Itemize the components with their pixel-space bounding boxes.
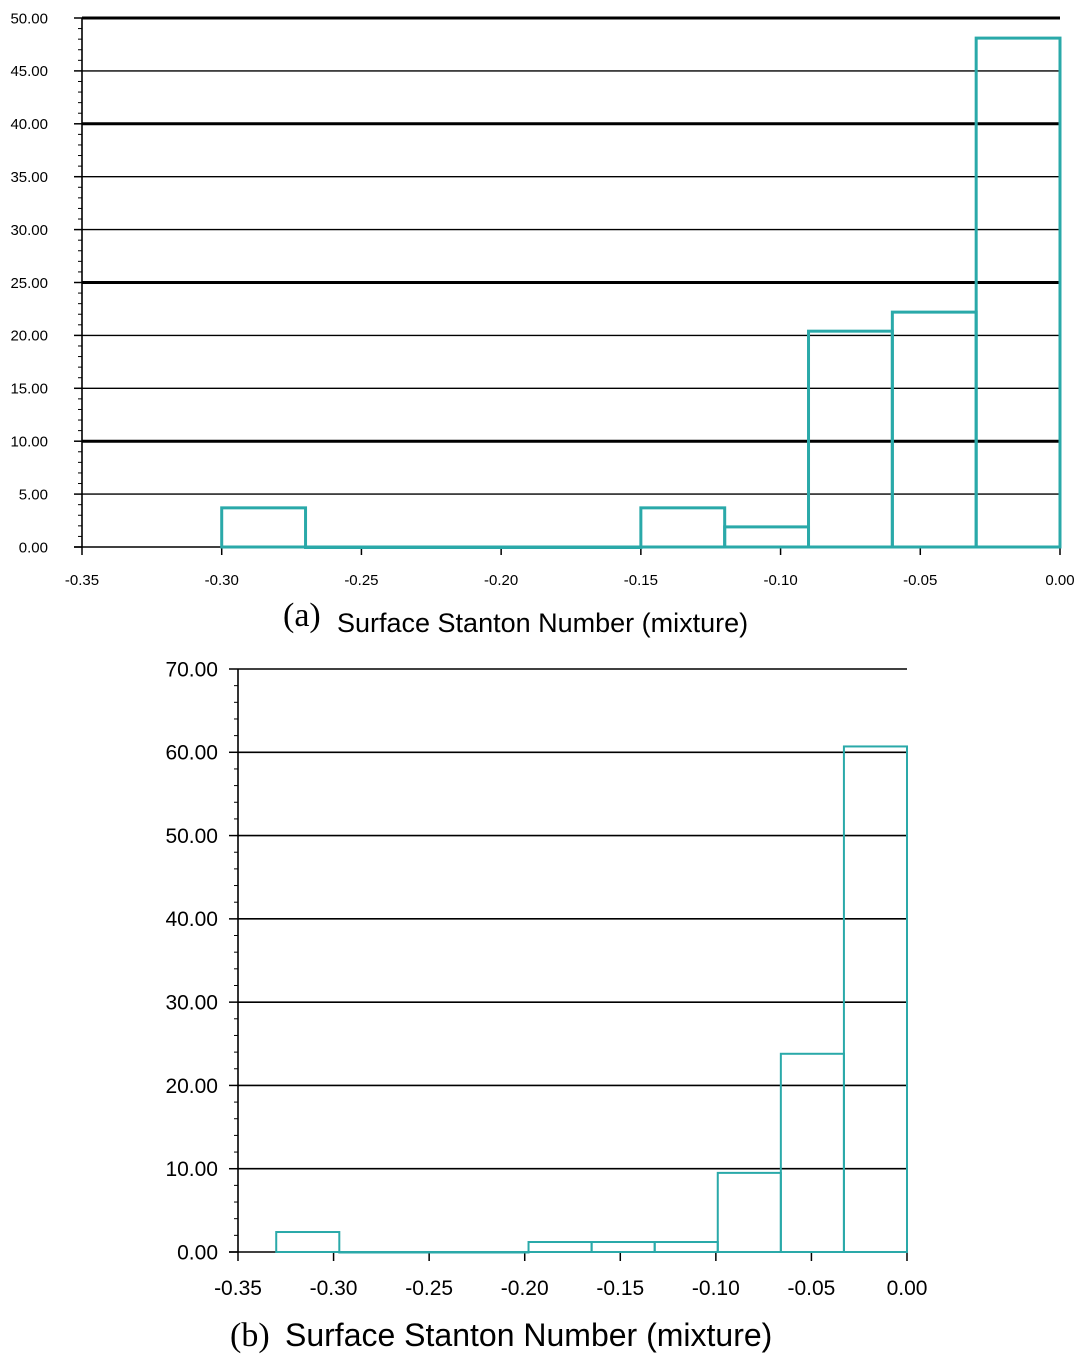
y-tick-label: 60.00 xyxy=(165,742,218,765)
histogram-bar xyxy=(555,545,643,549)
x-tick-label: -0.35 xyxy=(214,1277,262,1300)
histogram-bar xyxy=(807,329,894,549)
histogram-bar xyxy=(716,1171,782,1253)
y-tick-label: 50.00 xyxy=(10,10,48,27)
histogram-bar xyxy=(527,1241,593,1254)
x-tick-label: -0.05 xyxy=(903,572,937,589)
panel-a-y-tick-labels: 0.00 5.00 10.00 15.00 20.00 25.00 30.00 35.00 40… xyxy=(10,10,48,556)
x-tick-label: -0.20 xyxy=(484,572,518,589)
histogram-bar xyxy=(304,545,391,549)
y-tick-label: 20.00 xyxy=(165,1075,218,1098)
panel-b-x-tick-labels: -0.35 -0.30 -0.25 -0.20 -0.15 -0.10 -0.05 0.00 xyxy=(214,1277,927,1300)
histogram-bar xyxy=(974,36,1062,549)
panel-a-bars xyxy=(220,36,1062,549)
histogram-bar xyxy=(471,545,559,549)
histogram-bar xyxy=(401,1251,467,1254)
panel-a-label: (a) xyxy=(283,597,321,634)
x-tick-label: -0.10 xyxy=(692,1277,740,1300)
x-tick-label: -0.25 xyxy=(405,1277,453,1300)
panel-b-x-axis-title: Surface Stanton Number (mixture) xyxy=(285,1317,772,1353)
histogram-bar xyxy=(387,545,475,549)
y-tick-label: 45.00 xyxy=(10,63,48,80)
x-tick-label: -0.30 xyxy=(310,1277,358,1300)
y-tick-label: 50.00 xyxy=(165,825,218,848)
x-tick-label: -0.15 xyxy=(624,572,658,589)
panel-a-x-axis-title: Surface Stanton Number (mixture) xyxy=(337,608,748,638)
panel-a-x-tick-labels: -0.35 -0.30 -0.25 -0.20 -0.15 -0.10 -0.05 0.00 xyxy=(65,572,1075,589)
histogram-bar xyxy=(890,310,978,549)
y-tick-label: 70.00 xyxy=(165,658,218,681)
panel-b-bars xyxy=(275,745,908,1254)
panel-b-y-tick-labels: 0.00 10.00 20.00 30.00 40.00 50.00 60.00 70.00 xyxy=(165,658,218,1264)
histogram-bar xyxy=(779,1052,845,1254)
y-tick-label: 0.00 xyxy=(19,539,48,556)
x-tick-label: -0.10 xyxy=(763,572,797,589)
panel-b-label: (b) xyxy=(230,1317,270,1354)
panel-a-gridlines xyxy=(82,16,1060,495)
x-tick-label: -0.25 xyxy=(344,572,378,589)
panel-b-axes xyxy=(229,668,908,1261)
y-tick-label: 10.00 xyxy=(165,1158,218,1181)
y-tick-label: 40.00 xyxy=(10,116,48,133)
histogram-bar xyxy=(639,506,727,549)
y-tick-label: 30.00 xyxy=(10,222,48,239)
panel-a-axes xyxy=(74,17,1061,555)
y-tick-label: 5.00 xyxy=(19,486,48,503)
y-tick-label: 10.00 xyxy=(10,433,48,450)
chart-panel-a: 0.00 5.00 10.00 15.00 20.00 25.00 30.00 35.00 40… xyxy=(10,10,1074,638)
x-tick-label: -0.35 xyxy=(65,572,99,589)
y-tick-label: 40.00 xyxy=(165,908,218,931)
y-tick-label: 30.00 xyxy=(165,991,218,1014)
y-tick-label: 35.00 xyxy=(10,169,48,186)
x-tick-label: -0.30 xyxy=(205,572,239,589)
chart-panel-b: 0.0010.0020.0030.0040.0050.0060.0070.00 … xyxy=(165,658,927,1354)
x-tick-label: -0.05 xyxy=(787,1277,835,1300)
x-tick-label: 0.00 xyxy=(887,1277,928,1300)
histogram-bar xyxy=(275,1231,341,1254)
histogram-bar xyxy=(653,1241,719,1254)
histogram-bar xyxy=(842,745,908,1253)
y-tick-label: 0.00 xyxy=(177,1241,218,1264)
histogram-bar xyxy=(338,1251,404,1254)
histogram-bar xyxy=(590,1241,656,1254)
x-tick-label: 0.00 xyxy=(1045,572,1074,589)
y-tick-label: 25.00 xyxy=(10,275,48,292)
y-tick-label: 20.00 xyxy=(10,328,48,345)
histogram-bar xyxy=(464,1251,530,1254)
histogram-bar xyxy=(723,525,811,549)
x-tick-label: -0.15 xyxy=(596,1277,644,1300)
x-tick-label: -0.20 xyxy=(501,1277,549,1300)
panel-b-gridlines xyxy=(238,668,907,1170)
y-tick-label: 15.00 xyxy=(10,381,48,398)
histogram-bar xyxy=(220,506,308,549)
